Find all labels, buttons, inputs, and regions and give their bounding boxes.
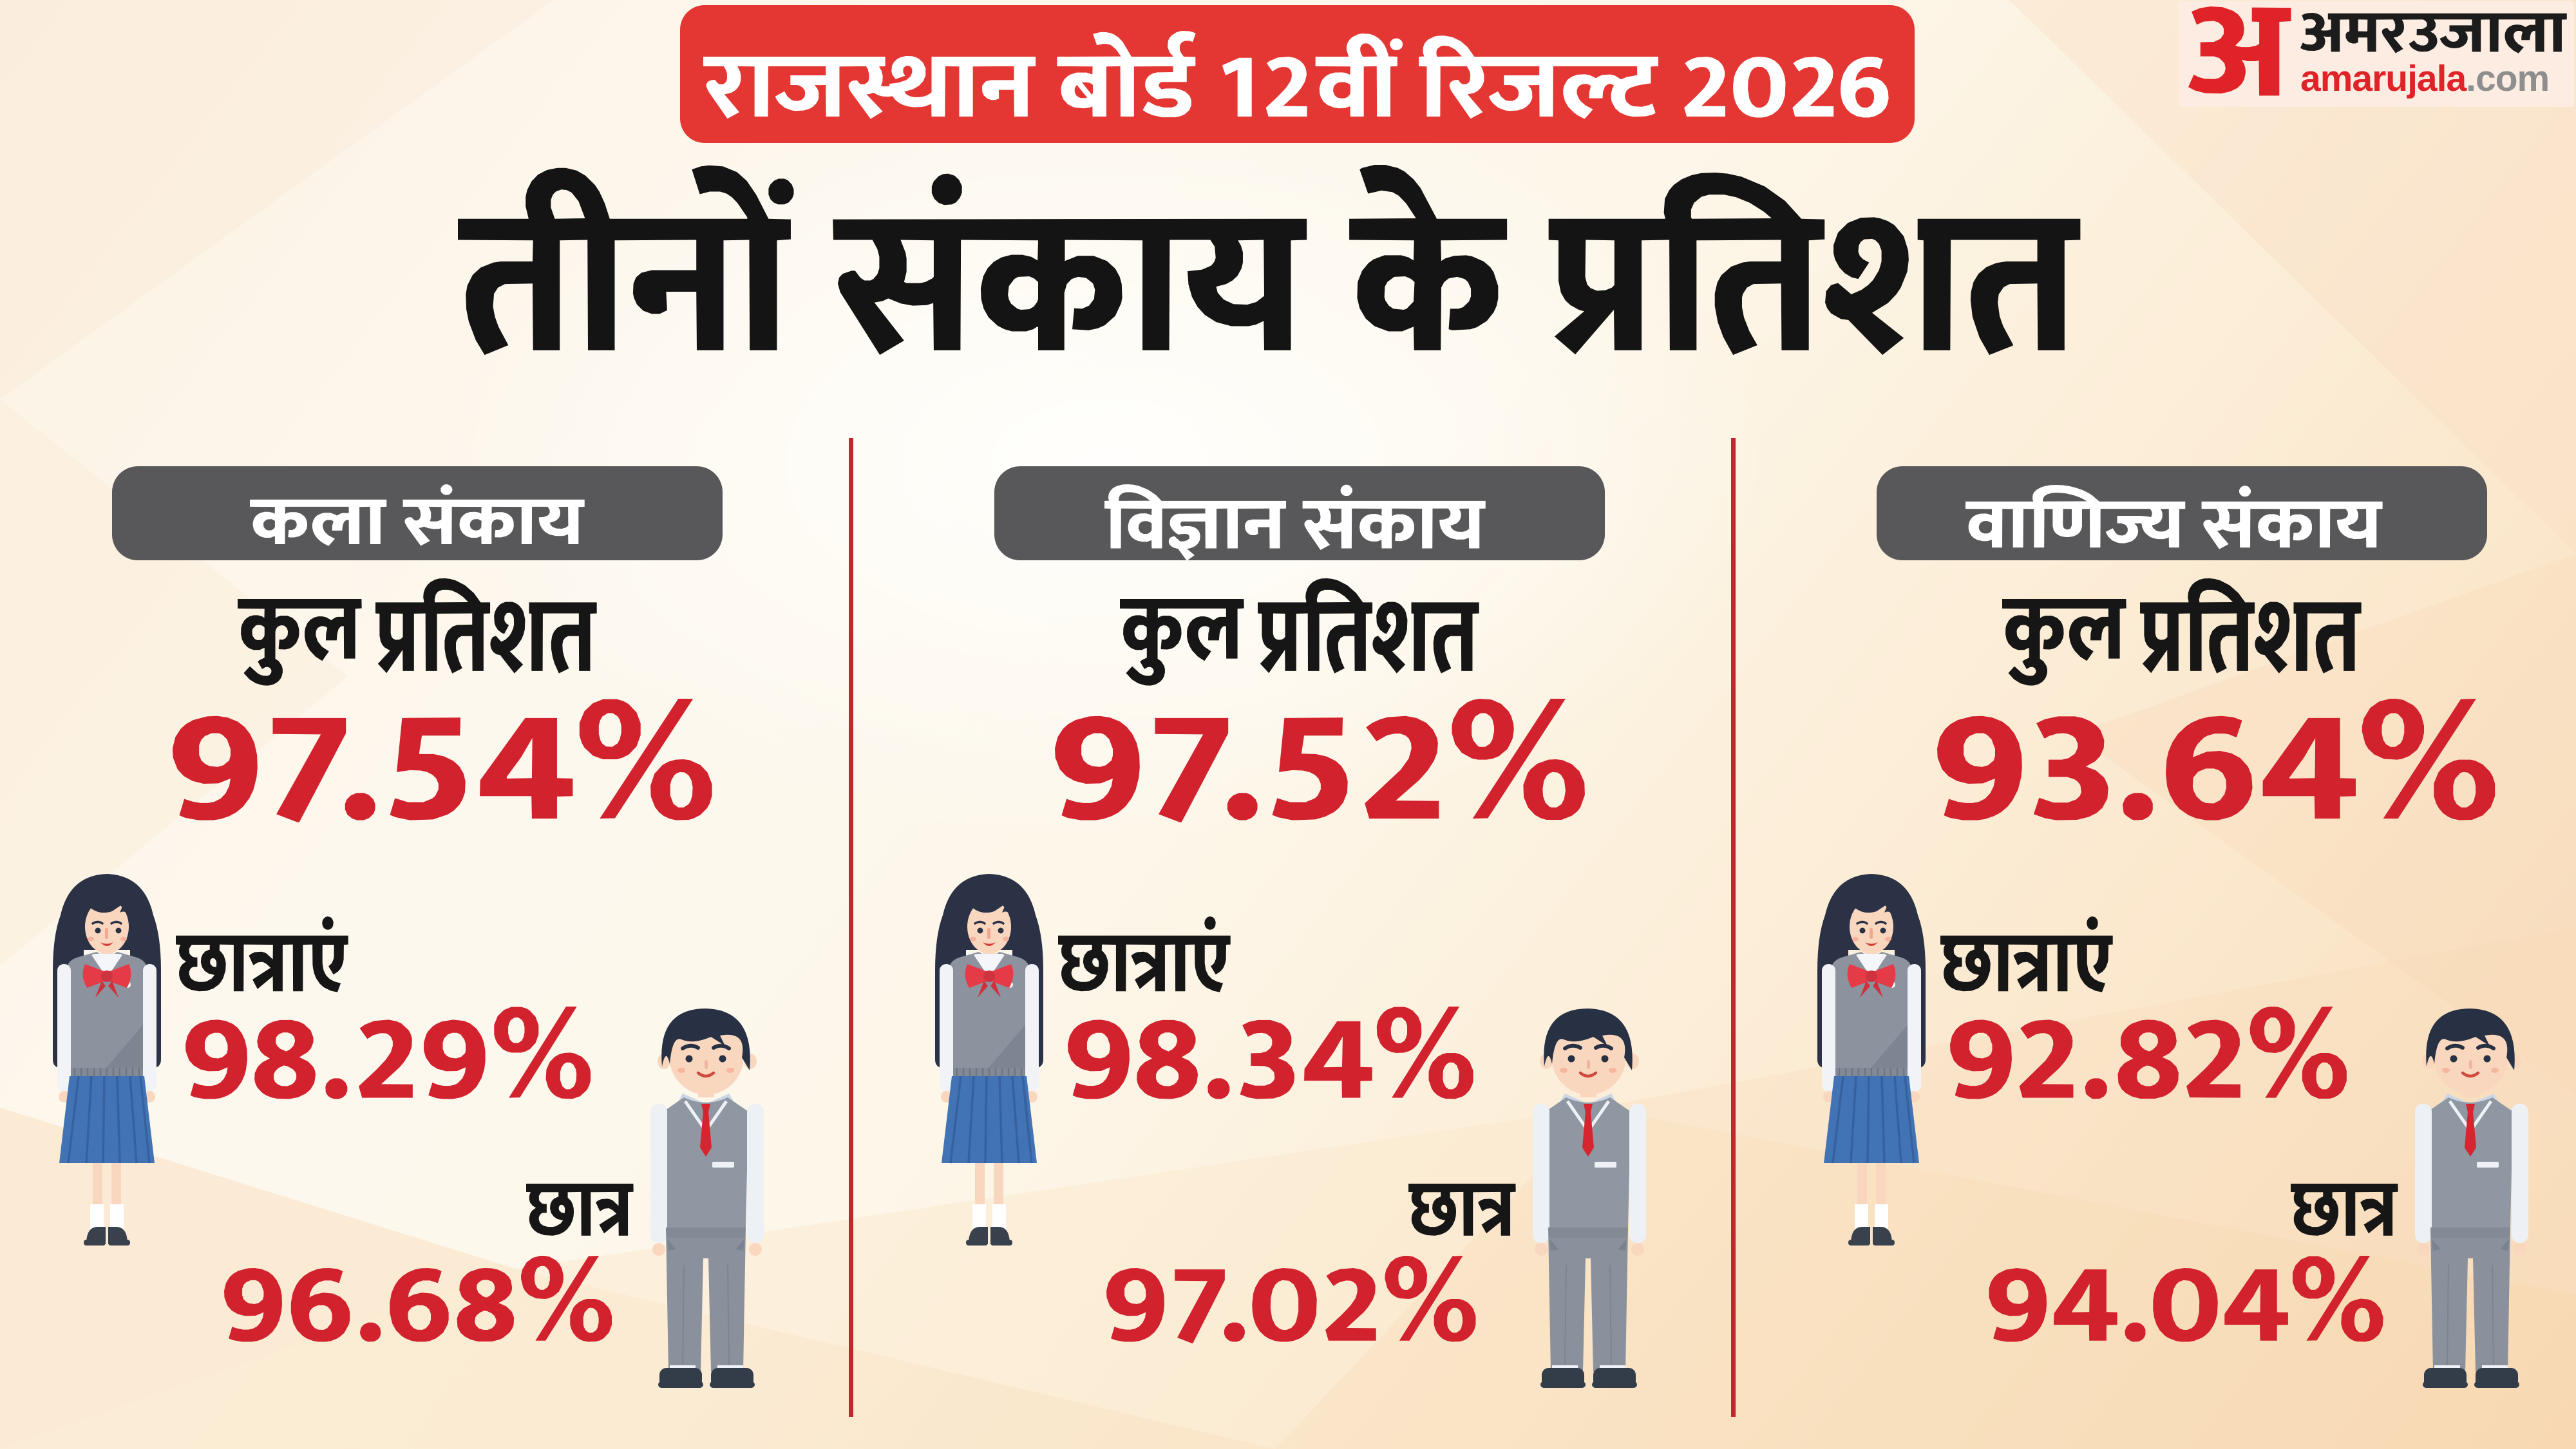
svg-text:amarujala.com: amarujala.com bbox=[2300, 58, 2549, 99]
